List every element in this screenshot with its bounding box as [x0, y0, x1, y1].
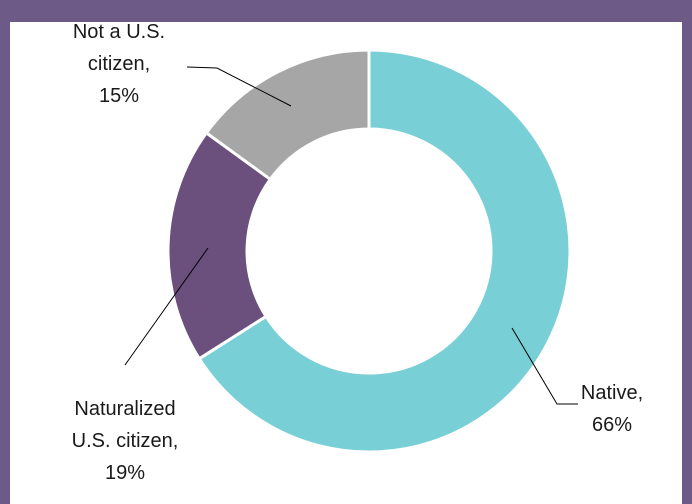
- leader-line: [124, 247, 209, 366]
- value-label: 19%: [104, 462, 146, 484]
- category-label: Not a U.S. citizen,: [72, 21, 166, 75]
- value-label: 15%: [98, 85, 140, 107]
- value-label: 66%: [591, 414, 633, 436]
- slice: [204, 48, 371, 182]
- leader-line: [511, 327, 578, 405]
- category-label: Native,: [580, 382, 644, 404]
- slice: [166, 130, 273, 361]
- slice-label: Naturalized U.S. citizen, 19%: [25, 393, 225, 489]
- slice: [197, 48, 572, 454]
- slice-label: Not a U.S. citizen, 15%: [19, 16, 219, 112]
- category-label: Naturalized U.S. citizen,: [71, 398, 179, 452]
- leader-line: [186, 66, 292, 107]
- slices: [166, 48, 572, 454]
- slice-label: Native, 66%: [512, 377, 692, 441]
